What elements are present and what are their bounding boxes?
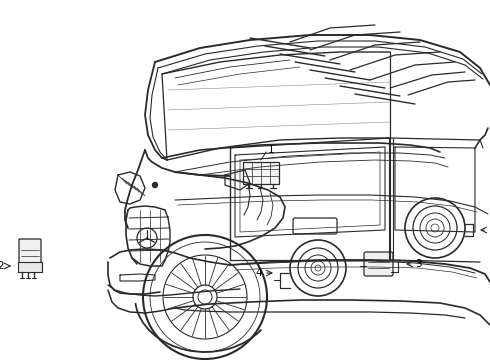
FancyBboxPatch shape	[364, 252, 393, 276]
Text: 1: 1	[268, 145, 274, 155]
Text: 5: 5	[489, 225, 490, 235]
FancyBboxPatch shape	[243, 162, 279, 184]
FancyBboxPatch shape	[19, 239, 41, 263]
Text: 2: 2	[0, 261, 4, 271]
Circle shape	[152, 183, 157, 188]
FancyBboxPatch shape	[18, 262, 42, 272]
Text: 4: 4	[255, 268, 262, 278]
Text: 3: 3	[415, 259, 421, 269]
